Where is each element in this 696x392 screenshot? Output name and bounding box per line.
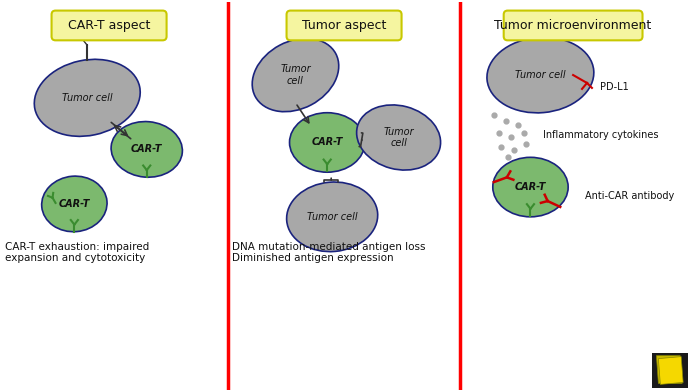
Polygon shape — [656, 356, 682, 383]
Ellipse shape — [111, 122, 182, 177]
Ellipse shape — [42, 176, 107, 232]
Text: Tumor
cell: Tumor cell — [383, 127, 414, 148]
Text: Tumor cell: Tumor cell — [62, 93, 113, 103]
Ellipse shape — [252, 38, 339, 112]
Text: Tumor cell: Tumor cell — [515, 70, 566, 80]
Ellipse shape — [487, 37, 594, 113]
Text: Tumor microenvironment: Tumor microenvironment — [494, 19, 651, 32]
Ellipse shape — [287, 182, 378, 252]
Text: Tumor aspect: Tumor aspect — [302, 19, 386, 32]
Bar — [652, 353, 688, 388]
Ellipse shape — [290, 113, 365, 172]
Text: Anti-CAR antibody: Anti-CAR antibody — [585, 191, 674, 201]
Ellipse shape — [356, 105, 441, 170]
Text: Tumor
cell: Tumor cell — [280, 64, 311, 86]
Text: CAR-T exhaustion: impaired
expansion and cytotoxicity: CAR-T exhaustion: impaired expansion and… — [5, 241, 149, 263]
Polygon shape — [658, 357, 683, 385]
Text: CAR-T: CAR-T — [312, 138, 343, 147]
FancyBboxPatch shape — [504, 11, 642, 40]
Text: CAR-T aspect: CAR-T aspect — [68, 19, 150, 32]
Text: Tumor cell: Tumor cell — [307, 212, 358, 222]
Text: DNA mutation-mediated antigen loss
Diminished antigen expression: DNA mutation-mediated antigen loss Dimin… — [232, 241, 425, 263]
Text: CAR-T: CAR-T — [131, 144, 162, 154]
Text: CAR-T: CAR-T — [515, 182, 546, 192]
Ellipse shape — [493, 157, 568, 217]
Text: Inflammatory cytokines: Inflammatory cytokines — [544, 129, 659, 140]
Ellipse shape — [34, 59, 140, 136]
FancyBboxPatch shape — [52, 11, 166, 40]
Text: CAR-T: CAR-T — [58, 199, 90, 209]
Text: PD-L1: PD-L1 — [600, 82, 628, 92]
FancyBboxPatch shape — [287, 11, 402, 40]
